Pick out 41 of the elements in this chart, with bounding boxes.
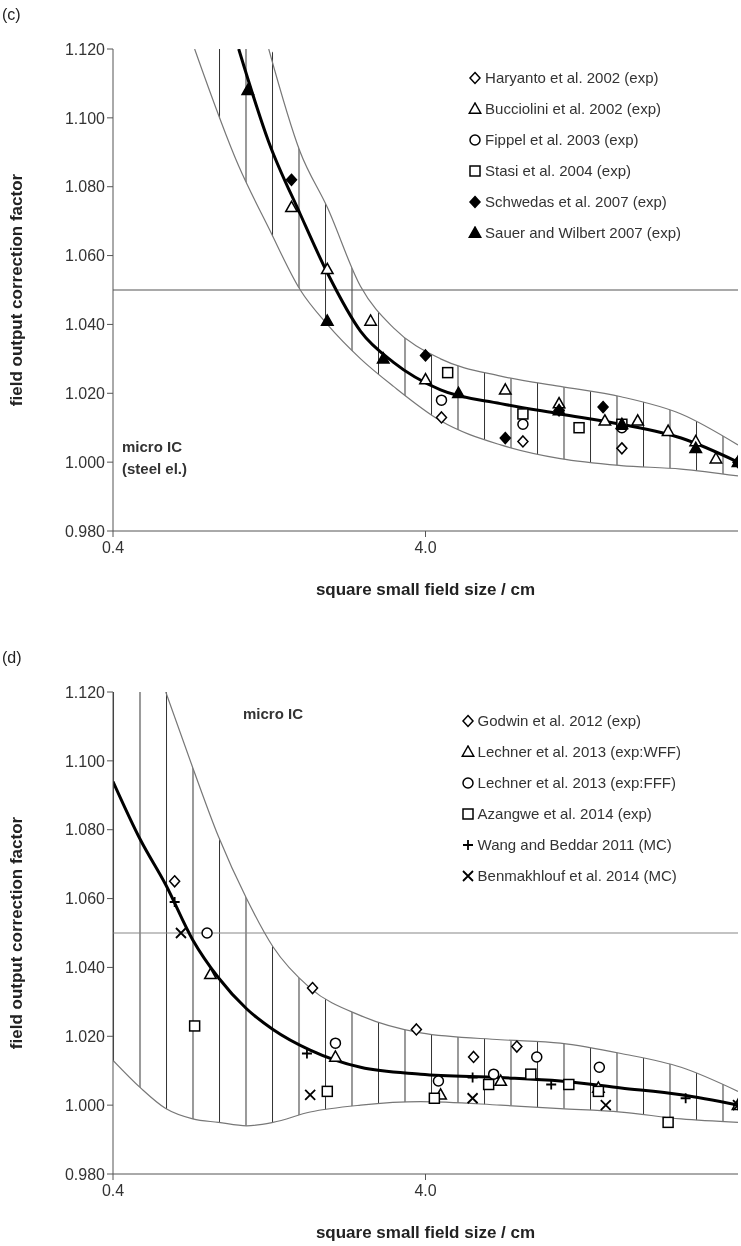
- y-tick-label: 1.100: [64, 752, 106, 770]
- y-tick-label: 1.040: [64, 959, 106, 977]
- x-axis-title: square small field size / cm: [315, 1223, 536, 1242]
- legend-label: Fippel et al. 2003 (exp): [485, 131, 639, 148]
- x-tick-label: 4.0: [414, 1182, 437, 1199]
- y-tick-label: 1.000: [64, 453, 106, 471]
- legend-label: Lechner et al. 2013 (exp:FFF): [477, 774, 676, 791]
- y-tick-label: 1.120: [64, 40, 106, 58]
- y-axis-title: field output correction factor: [7, 816, 27, 1050]
- y-tick-label: 0.980: [64, 522, 106, 540]
- legend-label: Haryanto et al. 2002 (exp): [485, 69, 659, 86]
- legend-label: Godwin et al. 2012 (exp): [477, 712, 641, 729]
- y-tick-label: 1.040: [64, 316, 106, 334]
- annotation: micro IC: [243, 704, 304, 724]
- y-tick-label: 1.060: [64, 247, 106, 265]
- y-tick-label: 1.100: [64, 109, 106, 127]
- y-tick-label: 1.020: [64, 384, 106, 402]
- y-axis-title: field output correction factor: [7, 173, 27, 407]
- y-tick-label: 1.060: [64, 890, 106, 908]
- y-tick-label: 1.000: [64, 1096, 106, 1114]
- chart-title: (c): [2, 6, 21, 24]
- legend-label: Wang and Beddar 2011 (MC): [477, 836, 672, 853]
- legend-label: Azangwe et al. 2014 (exp): [477, 805, 652, 822]
- legend-label: Lechner et al. 2013 (exp:WFF): [477, 743, 681, 760]
- legend-label: Stasi et al. 2004 (exp): [485, 162, 631, 179]
- x-tick-label: 0.4: [101, 539, 125, 556]
- legend-label: Schwedas et al. 2007 (exp): [485, 193, 667, 210]
- chart-title: (d): [2, 649, 22, 667]
- legend-label: Sauer and Wilbert 2007 (exp): [485, 224, 681, 241]
- y-tick-label: 1.020: [64, 1027, 106, 1045]
- y-tick-label: 1.080: [64, 821, 106, 839]
- legend-label: Benmakhlouf et al. 2014 (MC): [477, 867, 677, 884]
- annotation: (steel el.): [122, 459, 188, 479]
- x-axis-title: square small field size / cm: [315, 580, 536, 599]
- y-tick-label: 0.980: [64, 1165, 106, 1183]
- legend-label: Bucciolini et al. 2002 (exp): [485, 100, 661, 117]
- x-tick-label: 4.0: [414, 539, 437, 556]
- annotation: micro IC: [122, 437, 183, 457]
- x-tick-label: 0.4: [101, 1182, 125, 1199]
- y-tick-label: 1.080: [64, 178, 106, 196]
- y-tick-label: 1.120: [64, 683, 106, 701]
